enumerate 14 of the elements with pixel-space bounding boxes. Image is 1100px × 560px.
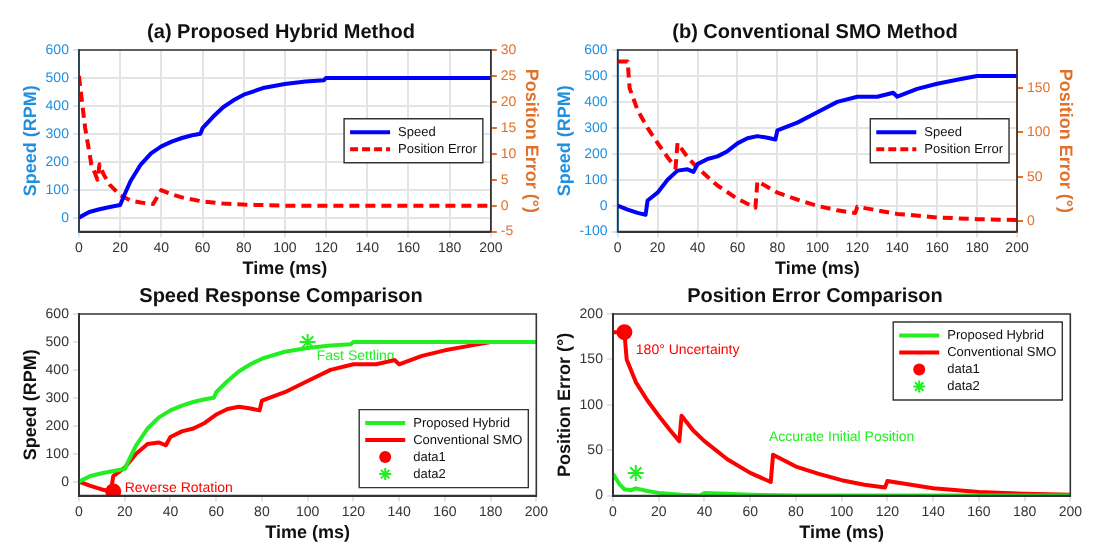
- x-axis-title: Time (ms): [242, 258, 328, 279]
- chart-title: (b) Conventional SMO Method: [672, 21, 958, 44]
- y-axis-title: Speed (RPM): [19, 349, 40, 461]
- y-axis-title: Speed (RPM): [553, 85, 574, 197]
- y2-axis-title: Position Error (°): [522, 68, 543, 213]
- y-axis-title: Position Error (°): [553, 332, 574, 477]
- chart-title: (a) Proposed Hybrid Method: [147, 21, 415, 44]
- y-axis-title: Speed (RPM): [19, 85, 40, 197]
- chart-title: Position Error Comparison: [687, 285, 943, 308]
- x-axis-title: Time (ms): [774, 258, 860, 279]
- y2-axis-title: Position Error (°): [1056, 68, 1077, 213]
- x-axis-title: Time (ms): [799, 522, 884, 543]
- x-axis-title: Time (ms): [265, 522, 350, 543]
- chart-title: Speed Response Comparison: [139, 285, 423, 308]
